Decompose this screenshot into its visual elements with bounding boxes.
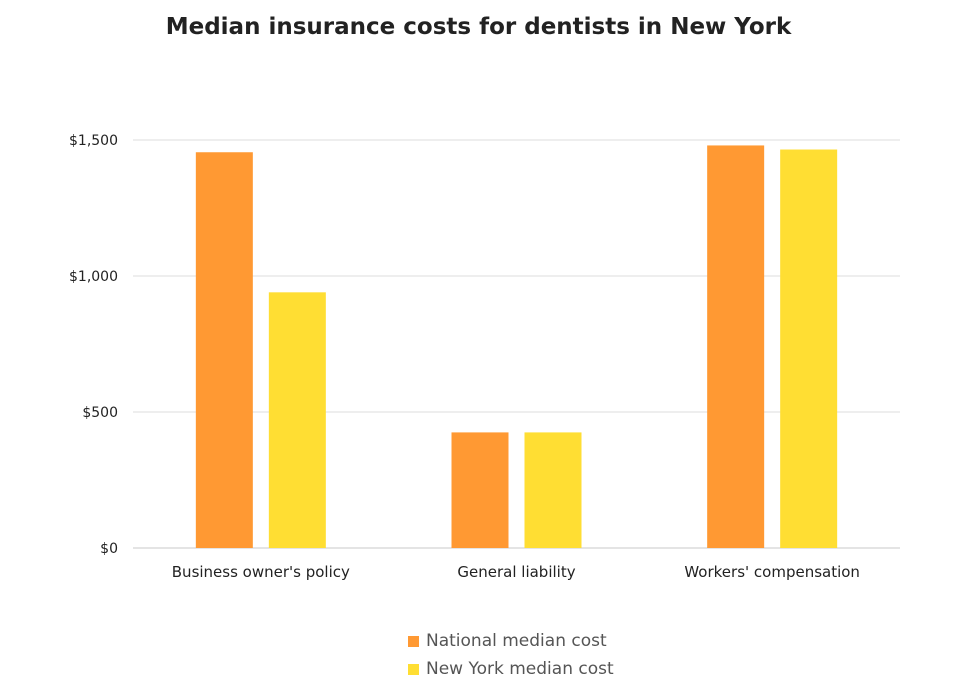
legend-item-new-york: New York median cost	[408, 655, 614, 683]
x-category-label-2: Workers' compensation	[684, 563, 860, 581]
y-tick-label-3: $1,500	[69, 133, 118, 149]
x-category-label-0: Business owner's policy	[172, 563, 350, 581]
x-category-label-1: General liability	[457, 563, 575, 581]
bar-2-1	[780, 149, 838, 548]
legend-label-new-york: New York median cost	[426, 659, 614, 679]
y-tick-label-0: $0	[100, 541, 118, 557]
bar-2-0	[707, 145, 765, 548]
y-axis-ticks: $0 $500 $1,000 $1,500	[69, 133, 118, 557]
bar-1-1	[524, 432, 582, 548]
chart-title: Median insurance costs for dentists in N…	[165, 14, 792, 40]
x-axis-categories: Business owner's policy General liability…	[172, 563, 860, 581]
bars	[195, 145, 838, 549]
legend-swatch-national	[408, 635, 419, 647]
bar-0-0	[195, 152, 253, 549]
gridlines	[133, 139, 900, 549]
legend: National median cost New York median cos…	[408, 627, 614, 683]
bar-1-0	[451, 432, 509, 548]
y-tick-label-1: $500	[82, 405, 118, 421]
legend-label-national: National median cost	[426, 631, 607, 651]
legend-item-national: National median cost	[408, 627, 614, 655]
y-tick-label-2: $1,000	[69, 269, 118, 285]
legend-swatch-new-york	[408, 663, 419, 675]
bar-0-1	[268, 292, 326, 548]
